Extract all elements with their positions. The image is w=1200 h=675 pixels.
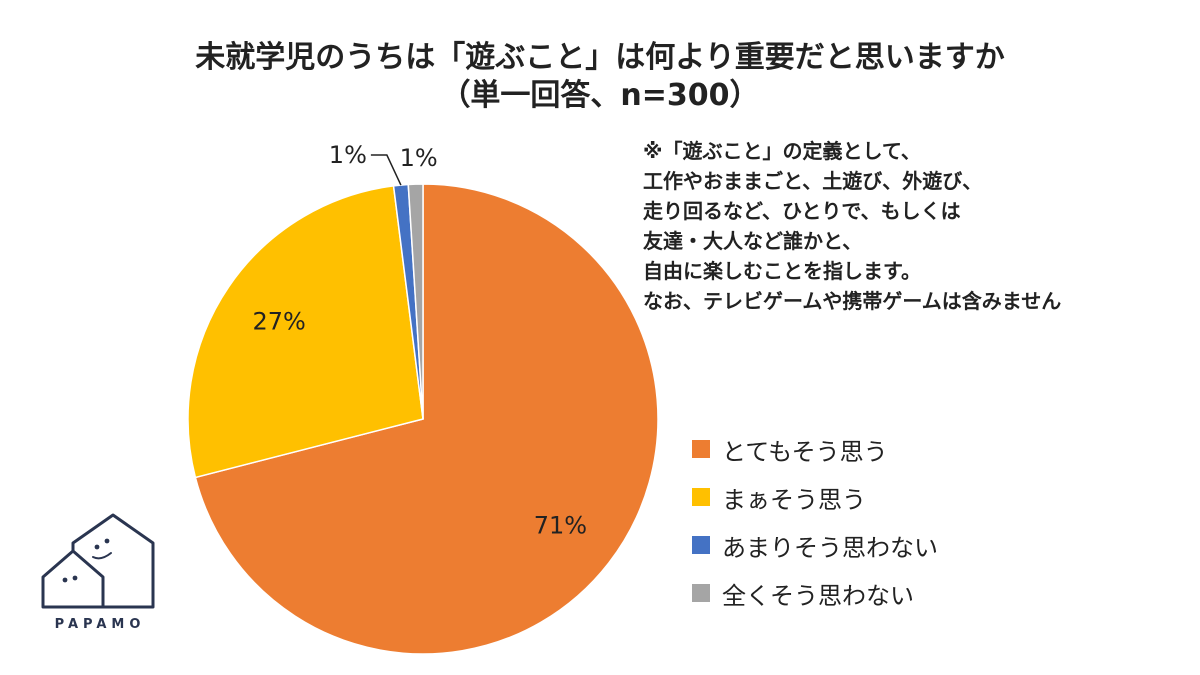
eye-dot bbox=[104, 538, 110, 544]
logo-text: PAPAMO bbox=[55, 617, 146, 632]
legend-swatch bbox=[692, 440, 710, 458]
eye-dot bbox=[72, 575, 78, 581]
legend-item: 全くそう思わない bbox=[692, 569, 938, 617]
legend-label: まぁそう思う bbox=[722, 485, 866, 514]
data-label: 1% bbox=[400, 144, 438, 172]
note-line: 自由に楽しむことを指します。 bbox=[643, 259, 921, 283]
legend-label: あまりそう思わない bbox=[722, 533, 938, 562]
definition-note: ※「遊ぶこと」の定義として、 工作やおままごと、土遊び、外遊び、 走り回るなど、… bbox=[643, 136, 1061, 316]
data-label: 71% bbox=[534, 512, 587, 540]
eye-dot bbox=[62, 577, 68, 583]
note-line: 走り回るなど、ひとりで、もしくは bbox=[643, 199, 961, 223]
chart-subtitle: （単一回答、n=300） bbox=[440, 78, 760, 113]
legend-item: とてもそう思う bbox=[692, 425, 938, 473]
pie-slice bbox=[187, 185, 424, 479]
legend-item: あまりそう思わない bbox=[692, 521, 938, 569]
legend-label: とてもそう思う bbox=[722, 437, 888, 466]
eye-dot bbox=[94, 544, 100, 550]
papamo-logo: PAPAMO bbox=[41, 513, 155, 632]
leader-line bbox=[370, 154, 402, 186]
chart-legend: とてもそう思う まぁそう思う あまりそう思わない 全くそう思わない bbox=[692, 425, 938, 617]
note-line: 工作やおままごと、土遊び、外遊び、 bbox=[643, 169, 983, 193]
legend-swatch bbox=[692, 488, 710, 506]
legend-swatch bbox=[692, 584, 710, 602]
pie-slice bbox=[407, 183, 424, 420]
note-line: なお、テレビゲームや携帯ゲームは含みません bbox=[643, 289, 1062, 313]
chart-title: 未就学児のうちは「遊ぶこと」は何より重要だと思いますか bbox=[195, 40, 1005, 75]
smile bbox=[92, 552, 112, 560]
data-label: 1% bbox=[329, 141, 367, 169]
pie-slice bbox=[194, 183, 659, 655]
data-label: 27% bbox=[252, 307, 305, 335]
legend-swatch bbox=[692, 536, 710, 554]
legend-item: まぁそう思う bbox=[692, 473, 938, 521]
note-line: 友達・大人など誰かと、 bbox=[643, 229, 863, 253]
legend-label: 全くそう思わない bbox=[722, 581, 914, 610]
note-line: ※「遊ぶこと」の定義として、 bbox=[643, 139, 921, 163]
